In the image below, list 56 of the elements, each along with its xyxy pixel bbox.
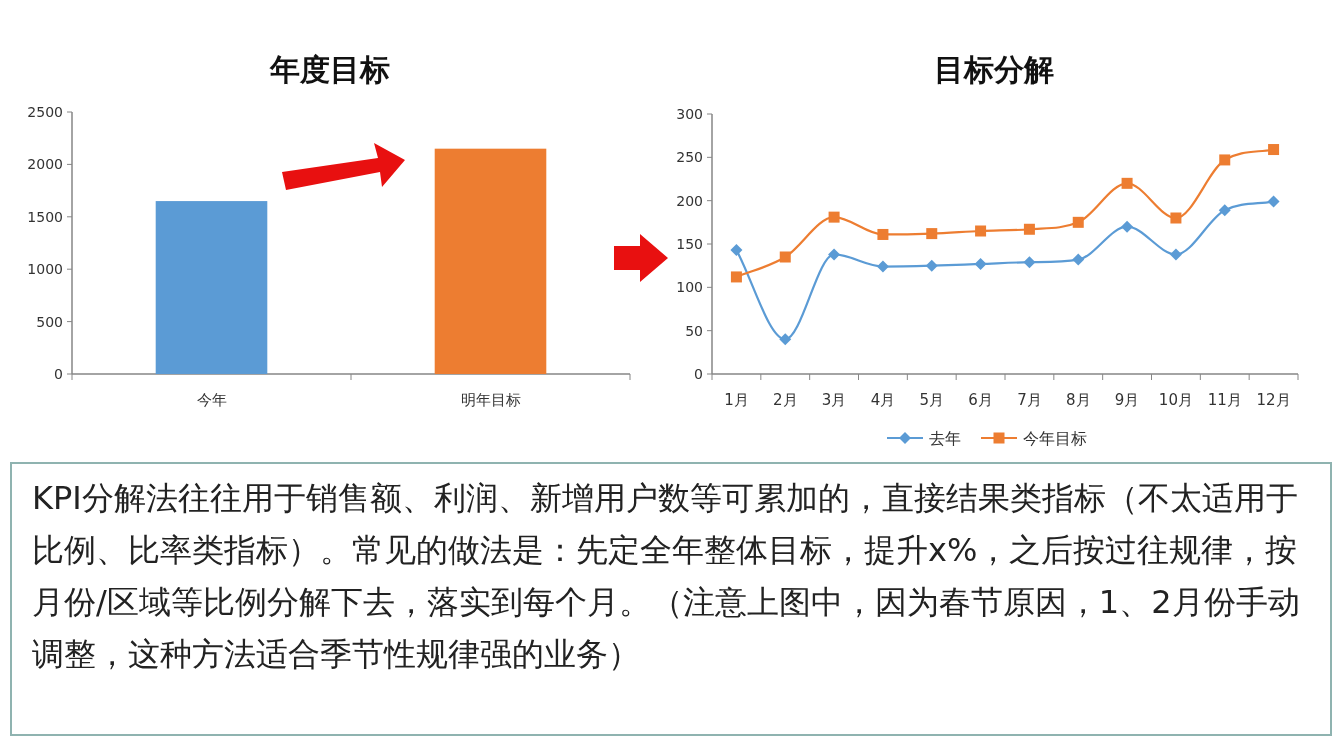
point bbox=[1023, 256, 1036, 269]
legend-label: 今年目标 bbox=[1023, 429, 1087, 448]
x-tick-label: 明年目标 bbox=[460, 391, 521, 409]
point bbox=[730, 244, 743, 257]
y-tick-label: 200 bbox=[676, 192, 703, 209]
chart-title: 年度目标 bbox=[269, 52, 390, 87]
point bbox=[1072, 216, 1084, 228]
x-tick-label: 2月 bbox=[772, 391, 798, 409]
point bbox=[730, 271, 742, 283]
point bbox=[1219, 154, 1231, 166]
point bbox=[828, 211, 840, 223]
y-tick-label: 0 bbox=[694, 366, 703, 382]
x-tick-label: 10月 bbox=[1158, 391, 1193, 409]
x-tick-label: 12月 bbox=[1256, 391, 1291, 409]
point bbox=[877, 228, 889, 240]
point bbox=[975, 225, 987, 237]
point bbox=[828, 248, 841, 261]
y-tick-label: 100 bbox=[676, 279, 703, 296]
x-tick-label: 6月 bbox=[968, 391, 993, 409]
point bbox=[1121, 220, 1134, 233]
y-tick-label: 500 bbox=[36, 313, 63, 330]
y-tick-label: 300 bbox=[676, 106, 703, 122]
point bbox=[926, 228, 938, 240]
y-tick-label: 1500 bbox=[27, 208, 63, 225]
point bbox=[1121, 177, 1133, 189]
x-tick-label: 7月 bbox=[1017, 391, 1042, 409]
point bbox=[925, 259, 938, 272]
x-tick-label: 5月 bbox=[919, 391, 945, 409]
point bbox=[876, 260, 889, 273]
point bbox=[779, 333, 792, 346]
point bbox=[1072, 253, 1085, 266]
y-tick-label: 2500 bbox=[27, 104, 63, 120]
x-tick-label: 9月 bbox=[1114, 391, 1140, 409]
legend-label: 去年 bbox=[929, 429, 961, 448]
point bbox=[1218, 204, 1231, 217]
y-tick-label: 250 bbox=[676, 149, 703, 166]
point bbox=[779, 251, 791, 263]
y-tick-label: 1000 bbox=[27, 261, 63, 278]
x-tick-label: 3月 bbox=[821, 391, 847, 409]
point bbox=[974, 257, 987, 270]
x-tick-label: 4月 bbox=[870, 391, 896, 409]
point bbox=[1268, 144, 1280, 156]
point bbox=[1023, 223, 1035, 235]
y-tick-label: 2000 bbox=[27, 156, 63, 173]
x-tick-label: 11月 bbox=[1207, 391, 1242, 409]
x-tick-label: 1月 bbox=[724, 391, 749, 409]
x-tick-label: 今年 bbox=[196, 391, 227, 409]
y-tick-label: 50 bbox=[685, 322, 703, 339]
y-tick-label: 150 bbox=[676, 236, 703, 252]
y-tick-label: 0 bbox=[54, 366, 63, 382]
text: KPI分解法往往用于销售额、利润、新增用户数等可累加的，直接结果类指标（不太适用于比例、比率类指标）。常见的做法是：先定全年整体目标，提升x%，之后按过往规律，按月份/区域等比例分解下去，落实到每个月。（注意上图中，因为春节原因，1、2月份手动调整，这种方法适合季节性规律强的业务） bbox=[32, 478, 1301, 675]
point bbox=[1170, 212, 1182, 224]
chart-title: 目标分解 bbox=[934, 52, 1054, 87]
x-tick-label: 8月 bbox=[1065, 391, 1091, 409]
point bbox=[1169, 248, 1182, 261]
point bbox=[1267, 195, 1280, 208]
